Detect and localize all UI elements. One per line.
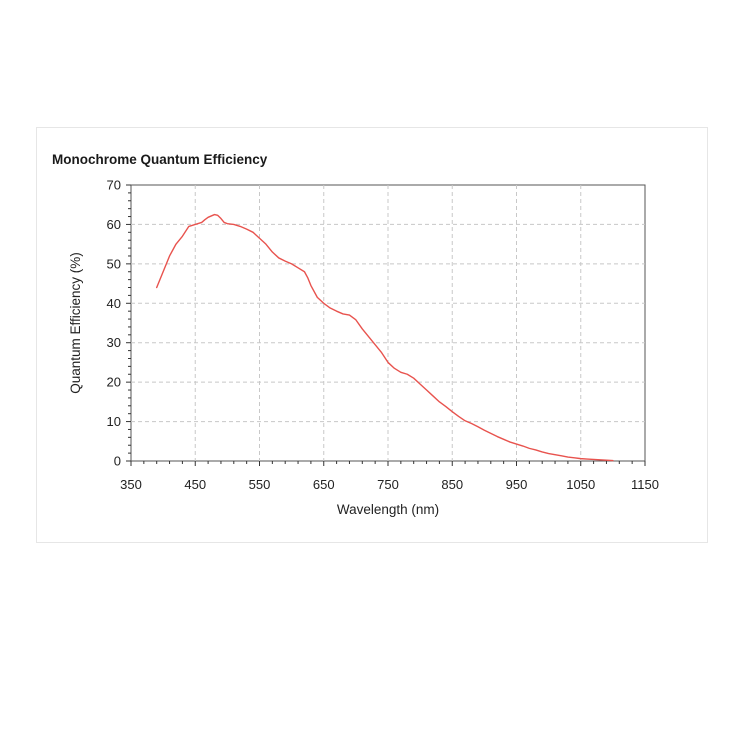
x-tick-label: 650 xyxy=(313,477,335,492)
chart-card xyxy=(36,127,708,543)
x-tick-label: 750 xyxy=(377,477,399,492)
y-tick-label: 20 xyxy=(107,375,121,390)
x-tick-label: 950 xyxy=(506,477,528,492)
y-tick-label: 70 xyxy=(107,178,121,193)
grid-layer xyxy=(131,185,645,461)
x-tick-label: 450 xyxy=(184,477,206,492)
y-tick-label: 0 xyxy=(114,454,121,469)
x-tick-label: 1150 xyxy=(631,477,659,492)
x-axis-title: Wavelength (nm) xyxy=(337,502,439,517)
y-tick-label: 30 xyxy=(107,335,121,350)
x-tick-label: 550 xyxy=(249,477,271,492)
y-tick-label: 50 xyxy=(107,256,121,271)
y-tick-label: 60 xyxy=(107,217,121,232)
qe-series-line xyxy=(155,213,614,462)
series-layer xyxy=(155,213,614,462)
label-layer: 350 450 550 650 750 850 950 1050 1150 0 10 20 30 40 50… xyxy=(107,178,659,493)
x-tick-label: 1050 xyxy=(566,477,595,492)
x-tick-label: 850 xyxy=(441,477,463,492)
y-tick-label: 40 xyxy=(107,296,121,311)
tick-layer xyxy=(126,184,646,466)
chart-title: Monochrome Quantum Efficiency xyxy=(52,152,268,167)
x-tick-label: 350 xyxy=(120,477,142,492)
y-axis-title: Quantum Efficiency (%) xyxy=(68,252,83,394)
y-tick-label: 10 xyxy=(107,414,121,429)
